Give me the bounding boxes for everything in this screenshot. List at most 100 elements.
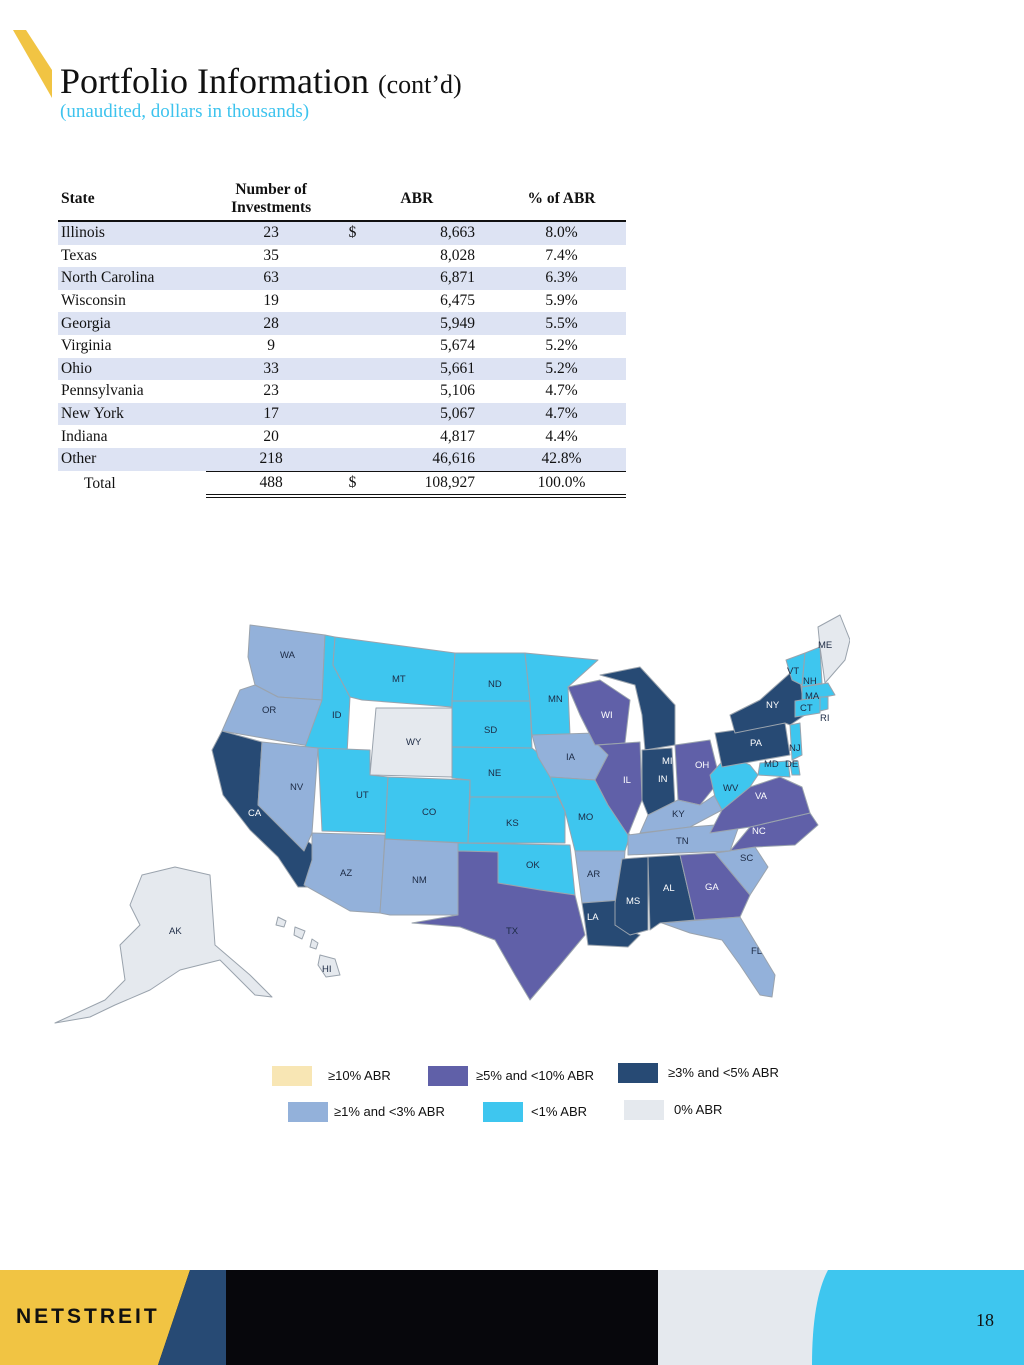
cell-pct: 5.2% (545, 337, 578, 355)
cell-abr: 8,028 (440, 246, 475, 264)
legend-swatch (272, 1066, 312, 1086)
state-label: MA (805, 691, 820, 702)
cell-investments: 28 (205, 312, 337, 335)
cell-total-pct: 100.0% (496, 471, 626, 499)
state-label: ME (818, 640, 832, 651)
cell-abr: 5,674 (440, 337, 475, 355)
cell-pct: 8.0% (496, 221, 626, 245)
state-label: WV (723, 783, 739, 794)
col-header-investments: Number of Investments (205, 178, 337, 222)
page-number: 18 (976, 1310, 994, 1330)
col-header-state: State (58, 178, 206, 222)
cell-pct: 6.3% (496, 267, 626, 290)
cell-currency: $ (336, 221, 402, 245)
table-total-row: Total 488 $ 108,927 100.0% (58, 471, 626, 499)
state-label: WY (406, 737, 422, 748)
cell-state: Other (58, 447, 206, 472)
cell-abr: 5,949 (401, 312, 497, 335)
col-header-pct: % of ABR (496, 178, 626, 222)
cell-abr: 6,475 (440, 292, 475, 310)
state-shape-ak (54, 866, 273, 1024)
state-label: KY (672, 809, 685, 820)
state-label: ID (332, 710, 342, 721)
state-labels: WA OR CA ID NV MT WY UT AZ CO NM ND SD N… (169, 640, 832, 975)
cell-investments: 63 (205, 267, 337, 290)
state-label: VT (787, 666, 799, 677)
legend-label: ≥5% and <10% ABR (476, 1068, 595, 1083)
cell-state: Wisconsin (61, 292, 126, 310)
legend-swatch (428, 1066, 468, 1086)
state-label: RI (820, 713, 830, 724)
table-row: Ohio 33 5,661 5.2% (58, 357, 626, 381)
state-label: MD (764, 759, 779, 770)
state-label: KS (506, 818, 519, 829)
cell-total-currency: $ (336, 471, 402, 499)
cell-investments: 23 (263, 382, 279, 400)
cell-abr: 8,663 (401, 221, 497, 245)
cell-state: Texas (61, 246, 97, 264)
legend-swatch (483, 1102, 523, 1122)
cell-abr: 5,067 (401, 402, 497, 426)
cell-investments: 35 (263, 246, 279, 264)
state-shape-ks (467, 796, 566, 844)
state-label: MS (626, 896, 640, 907)
state-label: NC (752, 826, 766, 837)
state-label: MT (392, 674, 406, 685)
cell-total-label: Total (84, 474, 116, 492)
cell-pct: 5.2% (496, 357, 626, 381)
table-header-row: State Number of Investments ABR % of ABR (58, 178, 626, 222)
cell-pct: 5.5% (496, 312, 626, 335)
cell-pct: 5.9% (545, 292, 578, 310)
state-label: CT (800, 703, 813, 714)
cell-abr: 5,661 (401, 357, 497, 381)
state-label: SC (740, 853, 753, 864)
cell-total-investments: 488 (205, 471, 337, 499)
state-label: NM (412, 875, 427, 886)
state-label: NY (766, 700, 780, 711)
legend-label: <1% ABR (531, 1104, 588, 1119)
state-shape-me (817, 614, 850, 684)
netstreit-logo: NETSTREIT (16, 1305, 160, 1328)
cell-investments: 20 (263, 427, 279, 445)
state-shape-mi (599, 666, 676, 751)
state-label: OK (526, 860, 540, 871)
cell-investments: 23 (205, 221, 337, 245)
state-shape-fl (661, 916, 776, 998)
state-label: AR (587, 869, 600, 880)
state-label: CA (248, 808, 262, 819)
state-shape-nv (257, 741, 319, 852)
title-suffix: (cont’d) (377, 70, 462, 99)
state-label: NE (488, 768, 501, 779)
cell-pct: 42.8% (496, 447, 626, 472)
legend-label: ≥10% ABR (328, 1068, 391, 1083)
state-shape-nd (451, 652, 531, 702)
footer-band (0, 1270, 1024, 1365)
state-shape-nh (801, 646, 823, 688)
table-row: Illinois 23 $ 8,663 8.0% (58, 221, 626, 245)
state-label: AL (663, 883, 675, 894)
cell-abr: 4,817 (440, 427, 475, 445)
table-row: Texas 35 8,028 7.4% (58, 245, 626, 268)
cell-state: Ohio (58, 357, 206, 381)
state-label: IA (566, 752, 576, 763)
cell-state: Indiana (61, 427, 108, 445)
state-shape-va (709, 776, 811, 834)
legend-label: ≥1% and <3% ABR (334, 1104, 445, 1119)
state-label: TX (506, 926, 519, 937)
cell-state: Georgia (58, 312, 206, 335)
cell-state: Illinois (58, 221, 206, 245)
state-shape-de (789, 760, 801, 776)
table-row: Virginia 9 5,674 5.2% (58, 335, 626, 358)
legend-swatch (288, 1102, 328, 1122)
state-label: WI (601, 710, 613, 721)
state-label: NH (803, 676, 817, 687)
table-row: Indiana 20 4,817 4.4% (58, 425, 626, 448)
state-label: PA (750, 738, 763, 749)
state-label: MO (578, 812, 593, 823)
state-label: AZ (340, 868, 352, 879)
page-subtitle: (unaudited, dollars in thousands) (60, 101, 310, 122)
state-shape-nj (789, 722, 803, 761)
state-shape-ct (794, 696, 821, 718)
legend-label: 0% ABR (674, 1102, 723, 1117)
table-row: Other 218 46,616 42.8% (58, 447, 626, 472)
